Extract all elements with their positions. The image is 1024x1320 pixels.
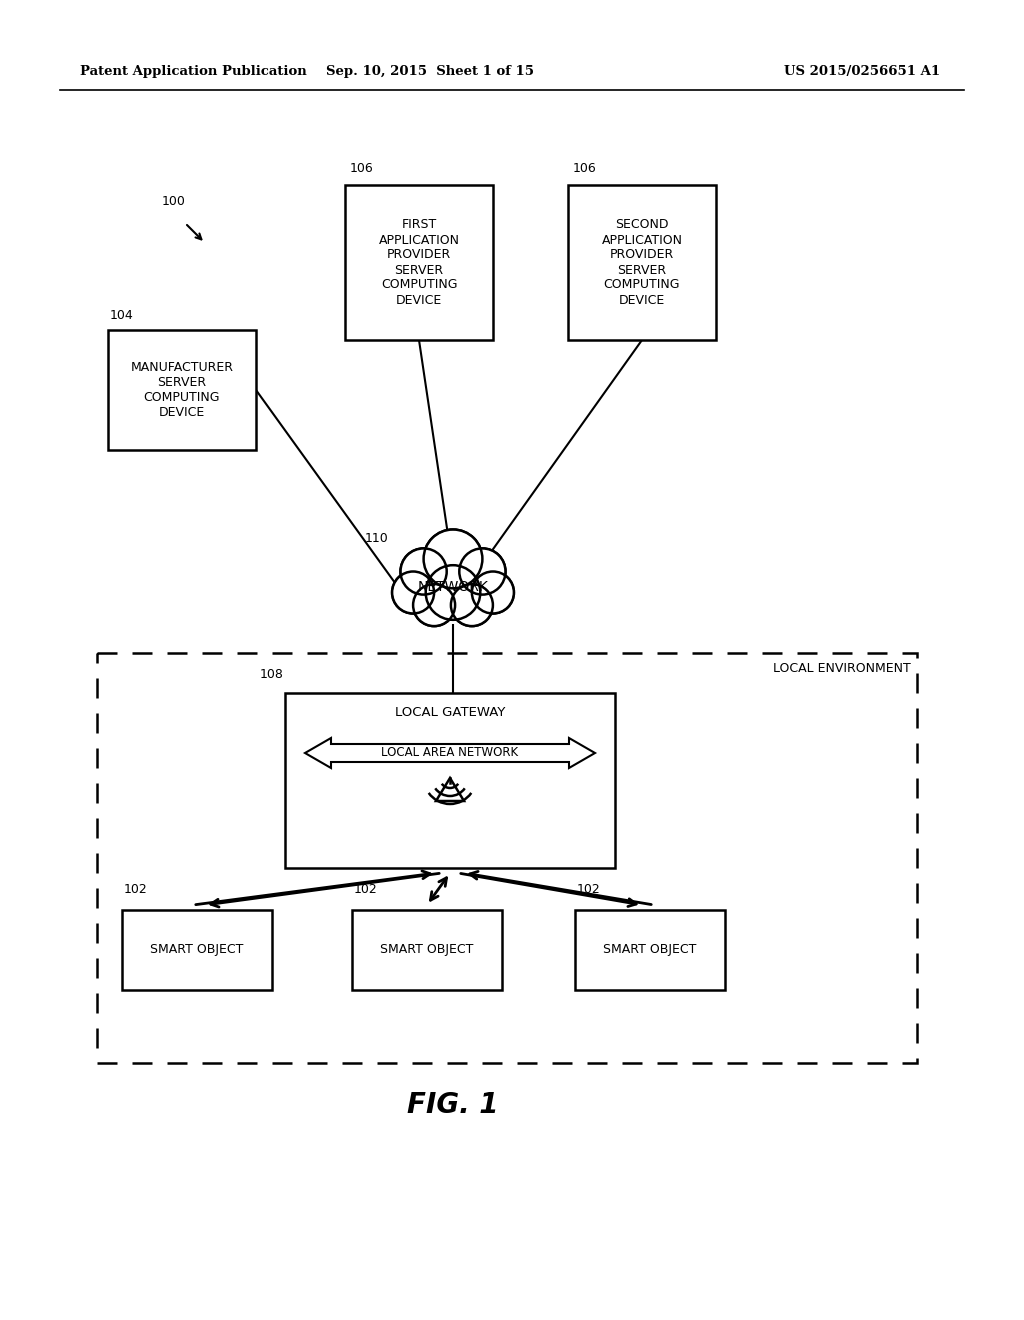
Bar [285, 693, 615, 869]
Text: FIRST
APPLICATION
PROVIDER
SERVER
COMPUTING
DEVICE: FIRST APPLICATION PROVIDER SERVER COMPUT… [379, 219, 460, 306]
Circle shape [473, 573, 512, 612]
Bar [575, 909, 725, 990]
Text: 110: 110 [365, 532, 389, 545]
Bar [122, 909, 272, 990]
Circle shape [393, 573, 432, 612]
Circle shape [415, 586, 454, 624]
Text: FIG. 1: FIG. 1 [408, 1092, 499, 1119]
Text: 106: 106 [350, 162, 374, 176]
Circle shape [400, 548, 446, 594]
Bar [97, 653, 918, 1063]
Bar [352, 909, 502, 990]
Text: 104: 104 [110, 309, 134, 322]
Text: 102: 102 [354, 883, 378, 896]
Circle shape [426, 565, 480, 620]
Circle shape [427, 566, 479, 618]
Text: 102: 102 [124, 883, 147, 896]
Text: LOCAL ENVIRONMENT: LOCAL ENVIRONMENT [773, 663, 911, 676]
Text: 106: 106 [573, 162, 597, 176]
Text: SMART OBJECT: SMART OBJECT [603, 944, 696, 957]
Circle shape [472, 572, 514, 614]
Text: 100: 100 [162, 195, 186, 209]
Bar [108, 330, 256, 450]
Text: 108: 108 [260, 668, 284, 681]
Bar [568, 185, 716, 341]
Bar [345, 185, 493, 341]
Text: US 2015/0256651 A1: US 2015/0256651 A1 [784, 66, 940, 78]
Text: LOCAL AREA NETWORK: LOCAL AREA NETWORK [381, 747, 518, 759]
Circle shape [425, 531, 481, 587]
Circle shape [424, 529, 482, 589]
Text: Sep. 10, 2015  Sheet 1 of 15: Sep. 10, 2015 Sheet 1 of 15 [326, 66, 534, 78]
Text: MANUFACTURER
SERVER
COMPUTING
DEVICE: MANUFACTURER SERVER COMPUTING DEVICE [130, 360, 233, 418]
Circle shape [461, 550, 504, 593]
Text: SECOND
APPLICATION
PROVIDER
SERVER
COMPUTING
DEVICE: SECOND APPLICATION PROVIDER SERVER COMPU… [601, 219, 683, 306]
Text: Patent Application Publication: Patent Application Publication [80, 66, 307, 78]
Text: LOCAL GATEWAY: LOCAL GATEWAY [395, 706, 505, 719]
Circle shape [392, 572, 434, 614]
Text: NETWORK: NETWORK [418, 579, 488, 594]
Text: SMART OBJECT: SMART OBJECT [380, 944, 474, 957]
Circle shape [402, 550, 445, 593]
Circle shape [451, 583, 493, 626]
Circle shape [460, 548, 506, 594]
Polygon shape [305, 738, 595, 768]
Circle shape [413, 583, 455, 626]
Text: 102: 102 [577, 883, 601, 896]
Text: SMART OBJECT: SMART OBJECT [151, 944, 244, 957]
Circle shape [453, 586, 492, 624]
